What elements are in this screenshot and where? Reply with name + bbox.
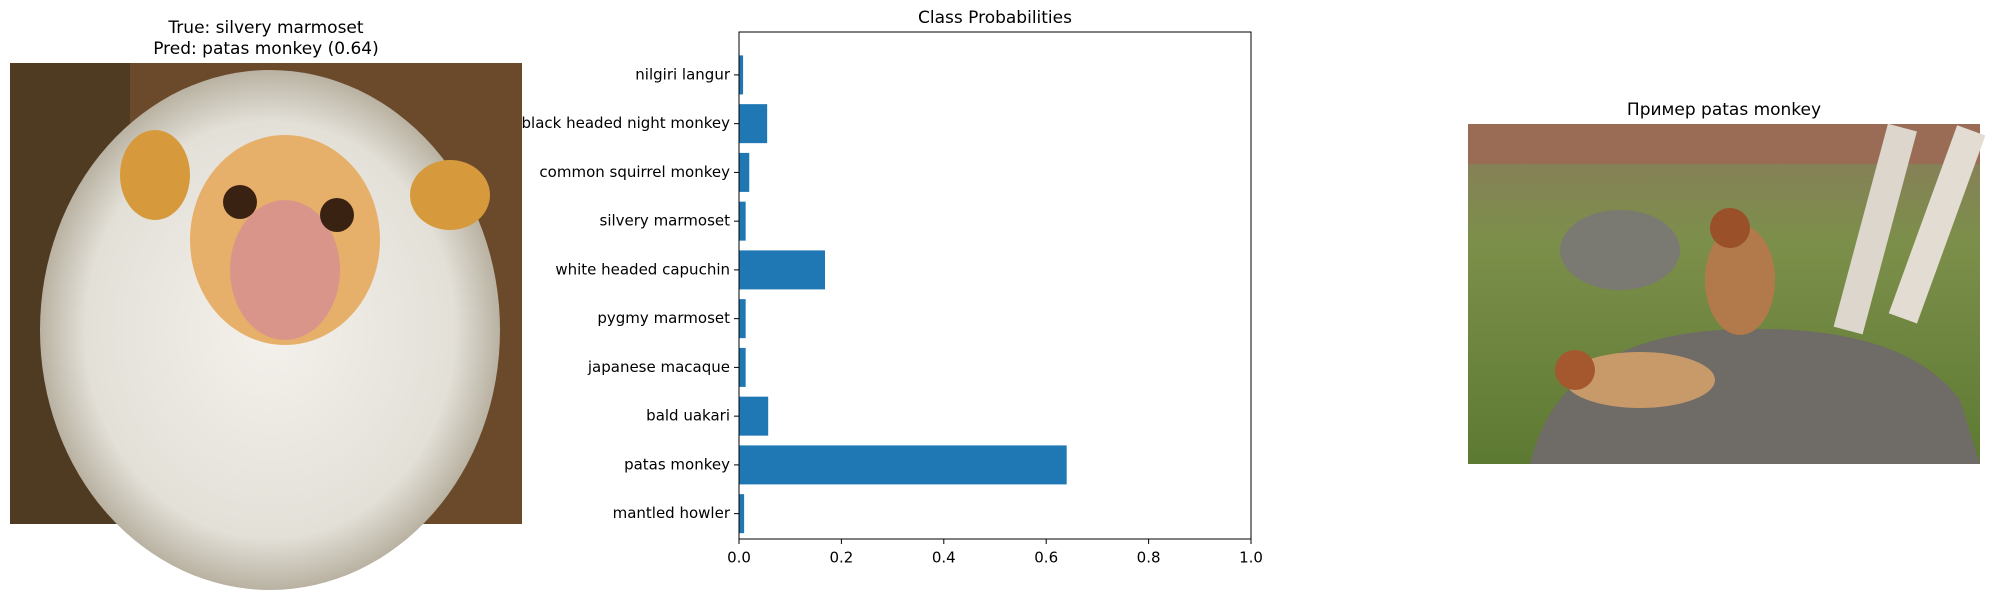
- y-tick-label: nilgiri langur: [635, 65, 731, 83]
- bar: [739, 347, 746, 387]
- y-tick-label: patas monkey: [624, 455, 730, 473]
- bar: [739, 250, 826, 290]
- bar: [739, 299, 746, 339]
- x-tick-label: 0.0: [727, 549, 751, 567]
- x-tick-label: 0.6: [1034, 549, 1058, 567]
- y-tick-label: mantled howler: [613, 504, 731, 522]
- patas-photo: [1468, 123, 1986, 464]
- image-title: Pred: patas monkey (0.64): [153, 39, 379, 59]
- x-tick-label: 0.8: [1137, 549, 1161, 567]
- bar: [739, 494, 745, 534]
- y-tick-label: silvery marmoset: [600, 212, 731, 230]
- y-tick-label: japanese macaque: [587, 358, 730, 376]
- y-tick-label: black headed night monkey: [522, 114, 731, 132]
- bar: [739, 445, 1067, 485]
- bar: [739, 152, 750, 192]
- chart-title: Class Probabilities: [918, 8, 1072, 28]
- x-tick-label: 0.2: [829, 549, 853, 567]
- bar: [739, 201, 746, 241]
- y-tick-label: pygmy marmoset: [597, 309, 730, 327]
- axes-frame: [738, 31, 1252, 540]
- x-tick-label: 0.4: [932, 549, 956, 567]
- y-tick-label: common squirrel monkey: [539, 163, 730, 181]
- image-title: True: silvery marmoset: [167, 18, 363, 38]
- bar: [739, 396, 769, 436]
- bar: [739, 104, 768, 144]
- marmoset-photo: [10, 63, 522, 590]
- bar: [739, 55, 744, 95]
- x-tick-label: 1.0: [1239, 549, 1263, 567]
- y-tick-label: white headed capuchin: [555, 260, 730, 278]
- y-tick-label: bald uakari: [646, 407, 730, 425]
- image-title: Пример patas monkey: [1627, 100, 1821, 120]
